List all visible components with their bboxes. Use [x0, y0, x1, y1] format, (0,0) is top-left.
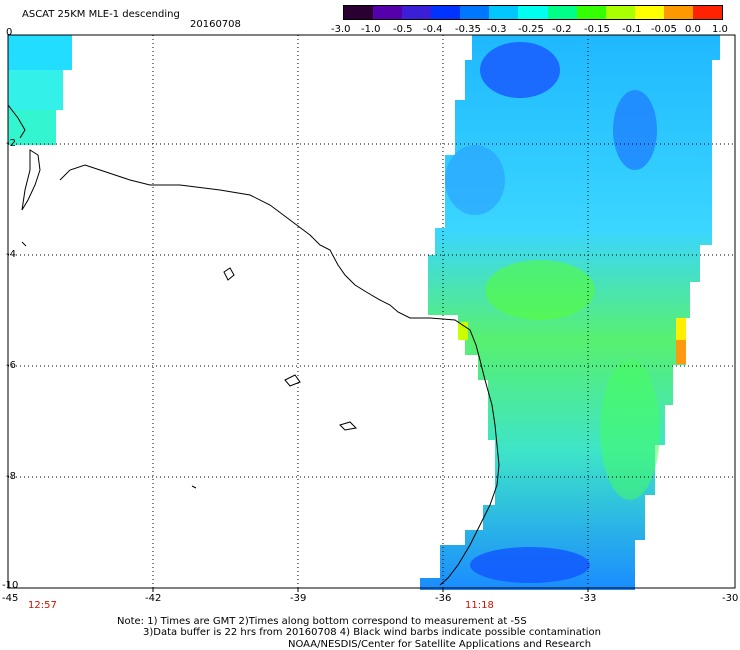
colorbar-segment [663, 6, 693, 19]
colorbar-label: -3.0 [331, 24, 351, 35]
colorbar-segment [344, 6, 374, 19]
y-tick-label: -8 [6, 471, 16, 482]
y-tick-label: -6 [6, 360, 16, 371]
footnote-line-1: Note: 1) Times are GMT 2)Times along bot… [117, 616, 527, 627]
map-title: ASCAT 25KM MLE-1 descending [22, 9, 180, 20]
colorbar-segment [634, 6, 664, 19]
colorbar-label: -0.5 [393, 24, 413, 35]
colorbar-segment [489, 6, 519, 19]
y-tick-label: -10 [2, 580, 19, 591]
colorbar-label: -0.3 [487, 24, 507, 35]
colorbar-label: -0.25 [518, 24, 544, 35]
colorbar-segment [576, 6, 606, 19]
y-tick-label: -4 [6, 249, 16, 260]
x-tick-label: -39 [290, 593, 307, 604]
x-tick-label: -30 [722, 593, 739, 604]
colorbar-label: -1.0 [361, 24, 381, 35]
main-swath [420, 35, 720, 590]
gridlines [8, 35, 735, 588]
footnote-line-3: NOAA/NESDIS/Center for Satellite Applica… [288, 639, 592, 650]
colorbar-segment [402, 6, 432, 19]
x-tick-label: -42 [145, 593, 162, 604]
colorbar-segment [431, 6, 461, 19]
colorbar-segment [692, 6, 723, 19]
time-label: 12:57 [28, 600, 57, 611]
coastline [7, 104, 500, 586]
colorbar-segment [460, 6, 490, 19]
colorbar [343, 5, 723, 20]
colorbar-segment [518, 6, 548, 19]
axis-ticks [152, 588, 589, 592]
colorbar-label: -0.35 [455, 24, 481, 35]
colorbar-label: -0.1 [622, 24, 642, 35]
colorbar-label: -0.2 [552, 24, 572, 35]
left-swath [8, 35, 72, 145]
colorbar-label: 0.0 [685, 24, 701, 35]
colorbar-segment [605, 6, 635, 19]
x-tick-label: -45 [2, 593, 19, 604]
colorbar-label: 1.0 [712, 24, 728, 35]
map-date: 20160708 [190, 19, 241, 30]
colorbar-label: -0.05 [651, 24, 677, 35]
time-label: 11:18 [465, 600, 494, 611]
colorbar-segment [547, 6, 577, 19]
footnote-line-2: 3)Data buffer is 22 hrs from 20160708 4)… [143, 627, 601, 638]
colorbar-segment [373, 6, 403, 19]
y-tick-label: 0 [6, 27, 13, 38]
y-tick-label: -2 [6, 138, 16, 149]
colorbar-label: -0.4 [423, 24, 443, 35]
colorbar-label: -0.15 [584, 24, 610, 35]
plot-frame [7, 34, 736, 589]
x-tick-label: -36 [435, 593, 452, 604]
x-tick-label: -33 [580, 593, 597, 604]
